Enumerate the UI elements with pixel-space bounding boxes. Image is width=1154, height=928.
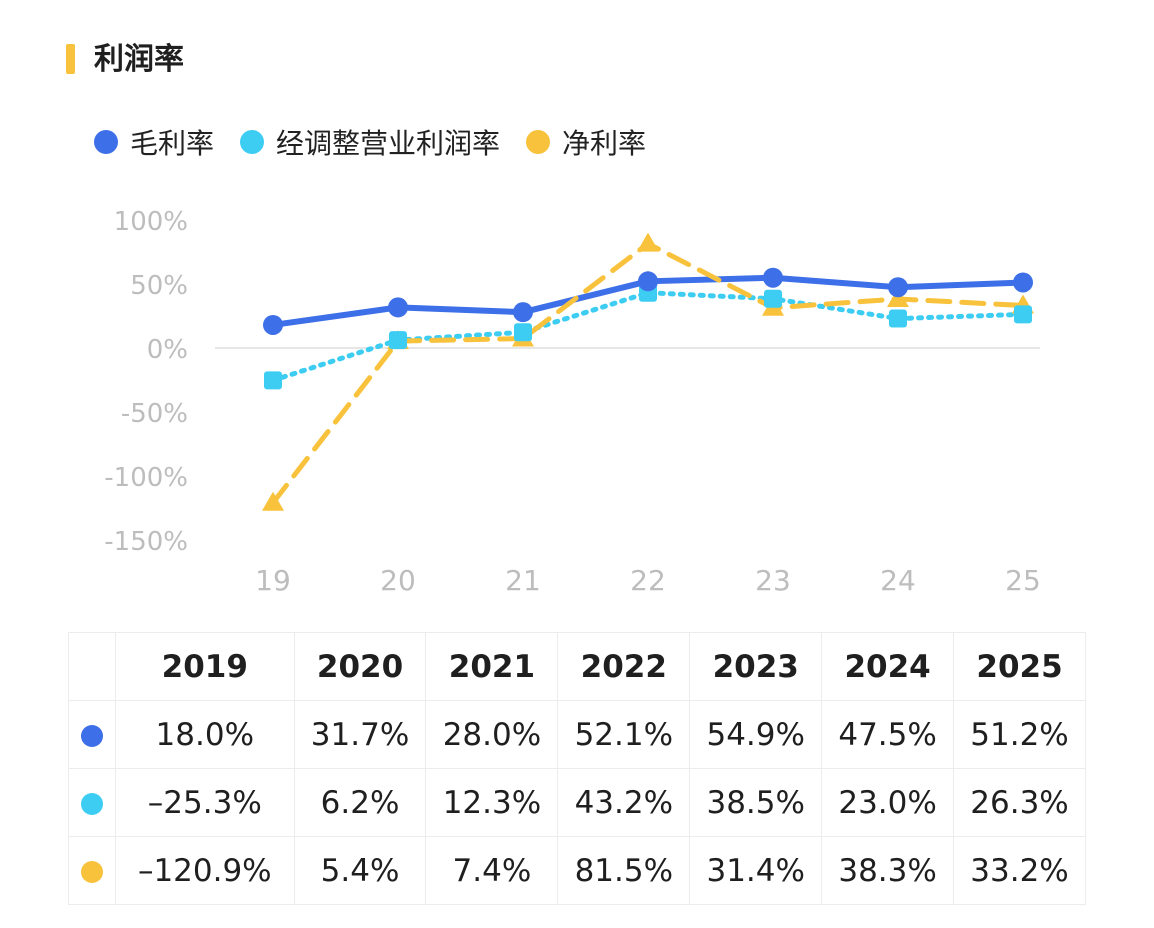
table-header-cell: 2024: [821, 632, 955, 701]
table-cell: 23.0%: [821, 768, 955, 837]
row-dot-adjusted: [81, 793, 103, 815]
data-point-gross: [388, 297, 408, 318]
data-point-adjusted: [1014, 305, 1032, 324]
legend-item-net[interactable]: 净利率: [526, 122, 646, 162]
table-corner-cell: [68, 632, 116, 701]
row-marker-adjusted: [68, 768, 116, 837]
table-header-cell: 2020: [293, 632, 427, 701]
table-cell: 47.5%: [821, 700, 955, 769]
legend-label-net: 净利率: [562, 127, 647, 160]
table-cell: 31.4%: [689, 836, 823, 905]
data-point-gross: [888, 277, 908, 298]
data-point-net: [262, 491, 284, 511]
y-tick-label: 50%: [130, 271, 188, 301]
table-header-cell: 2019: [115, 632, 295, 701]
title-accent-bar: [66, 44, 75, 74]
data-point-adjusted: [889, 309, 907, 328]
data-point-gross: [513, 302, 533, 323]
legend-dot-adjusted: [240, 130, 265, 154]
x-tick-label: 21: [505, 564, 541, 597]
legend-item-gross[interactable]: 毛利率: [94, 122, 214, 162]
table-cell: 18.0%: [115, 700, 295, 769]
table-cell: 28.0%: [425, 700, 559, 769]
x-tick-label: 24: [880, 564, 916, 597]
table-cell: 51.2%: [953, 700, 1086, 769]
data-point-adjusted: [514, 323, 532, 342]
y-tick-label: 100%: [114, 207, 188, 237]
table-header-cell: 2025: [953, 632, 1086, 701]
table-cell: 43.2%: [557, 768, 691, 837]
x-tick-label: 22: [630, 564, 666, 597]
table-header-cell: 2022: [557, 632, 691, 701]
data-point-gross: [1013, 272, 1033, 293]
legend: 毛利率 经调整营业利润率 净利率: [94, 120, 672, 164]
data-point-gross: [263, 314, 283, 335]
data-point-net: [887, 287, 909, 307]
data-point-net: [637, 232, 659, 252]
table-cell: 54.9%: [689, 700, 823, 769]
table-header-row: 2019 2020 2021 2022 2023 2024 2025: [68, 632, 1086, 701]
y-tick-label: -150%: [104, 527, 188, 557]
data-point-adjusted: [764, 289, 782, 308]
data-point-gross: [638, 271, 658, 292]
table-cell: 5.4%: [293, 836, 427, 905]
table-header-cell: 2023: [689, 632, 823, 701]
legend-dot-net: [526, 130, 551, 154]
table-cell: 7.4%: [425, 836, 559, 905]
table-row: –25.3% 6.2% 12.3% 43.2% 38.5% 23.0% 26.3…: [68, 768, 1086, 837]
data-point-adjusted: [389, 331, 407, 350]
table-cell: –120.9%: [115, 836, 295, 905]
x-tick-label: 25: [1005, 564, 1041, 597]
table-cell: 38.3%: [821, 836, 955, 905]
chart-title: 利润率: [94, 42, 184, 77]
y-tick-label: -50%: [121, 399, 188, 429]
legend-label-adjusted: 经调整营业利润率: [276, 127, 501, 160]
data-table: 2019 2020 2021 2022 2023 2024 2025 18.0%…: [68, 632, 1086, 905]
legend-item-adjusted[interactable]: 经调整营业利润率: [240, 122, 500, 162]
data-point-gross: [763, 267, 783, 288]
table-cell: 38.5%: [689, 768, 823, 837]
row-marker-gross: [68, 700, 116, 769]
y-tick-label: 0%: [147, 335, 188, 365]
table-cell: 12.3%: [425, 768, 559, 837]
table-cell: 81.5%: [557, 836, 691, 905]
table-cell: 52.1%: [557, 700, 691, 769]
legend-dot-gross: [94, 130, 118, 154]
data-point-adjusted: [264, 371, 282, 390]
table-header-cell: 2021: [425, 632, 559, 701]
table-cell: 6.2%: [293, 768, 427, 837]
row-marker-net: [68, 836, 116, 905]
table-cell: –25.3%: [115, 768, 295, 837]
table-cell: 31.7%: [293, 700, 427, 769]
y-tick-label: -100%: [104, 463, 188, 493]
table-cell: 26.3%: [953, 768, 1086, 837]
row-dot-net: [81, 861, 103, 883]
line-chart: 100% 50% 0% -50% -100% -150% 19 20 21 22 23 24 25: [104, 207, 1041, 597]
table-cell: 33.2%: [953, 836, 1086, 905]
x-tick-label: 23: [755, 564, 791, 597]
row-dot-gross: [81, 725, 103, 747]
x-tick-label: 19: [255, 564, 291, 597]
x-tick-label: 20: [380, 564, 416, 597]
series-line-1: [270, 290, 1026, 383]
legend-label-gross: 毛利率: [130, 127, 215, 160]
table-row: 18.0% 31.7% 28.0% 52.1% 54.9% 47.5% 51.2…: [68, 700, 1086, 769]
table-row: –120.9% 5.4% 7.4% 81.5% 31.4% 38.3% 33.2…: [68, 836, 1086, 905]
